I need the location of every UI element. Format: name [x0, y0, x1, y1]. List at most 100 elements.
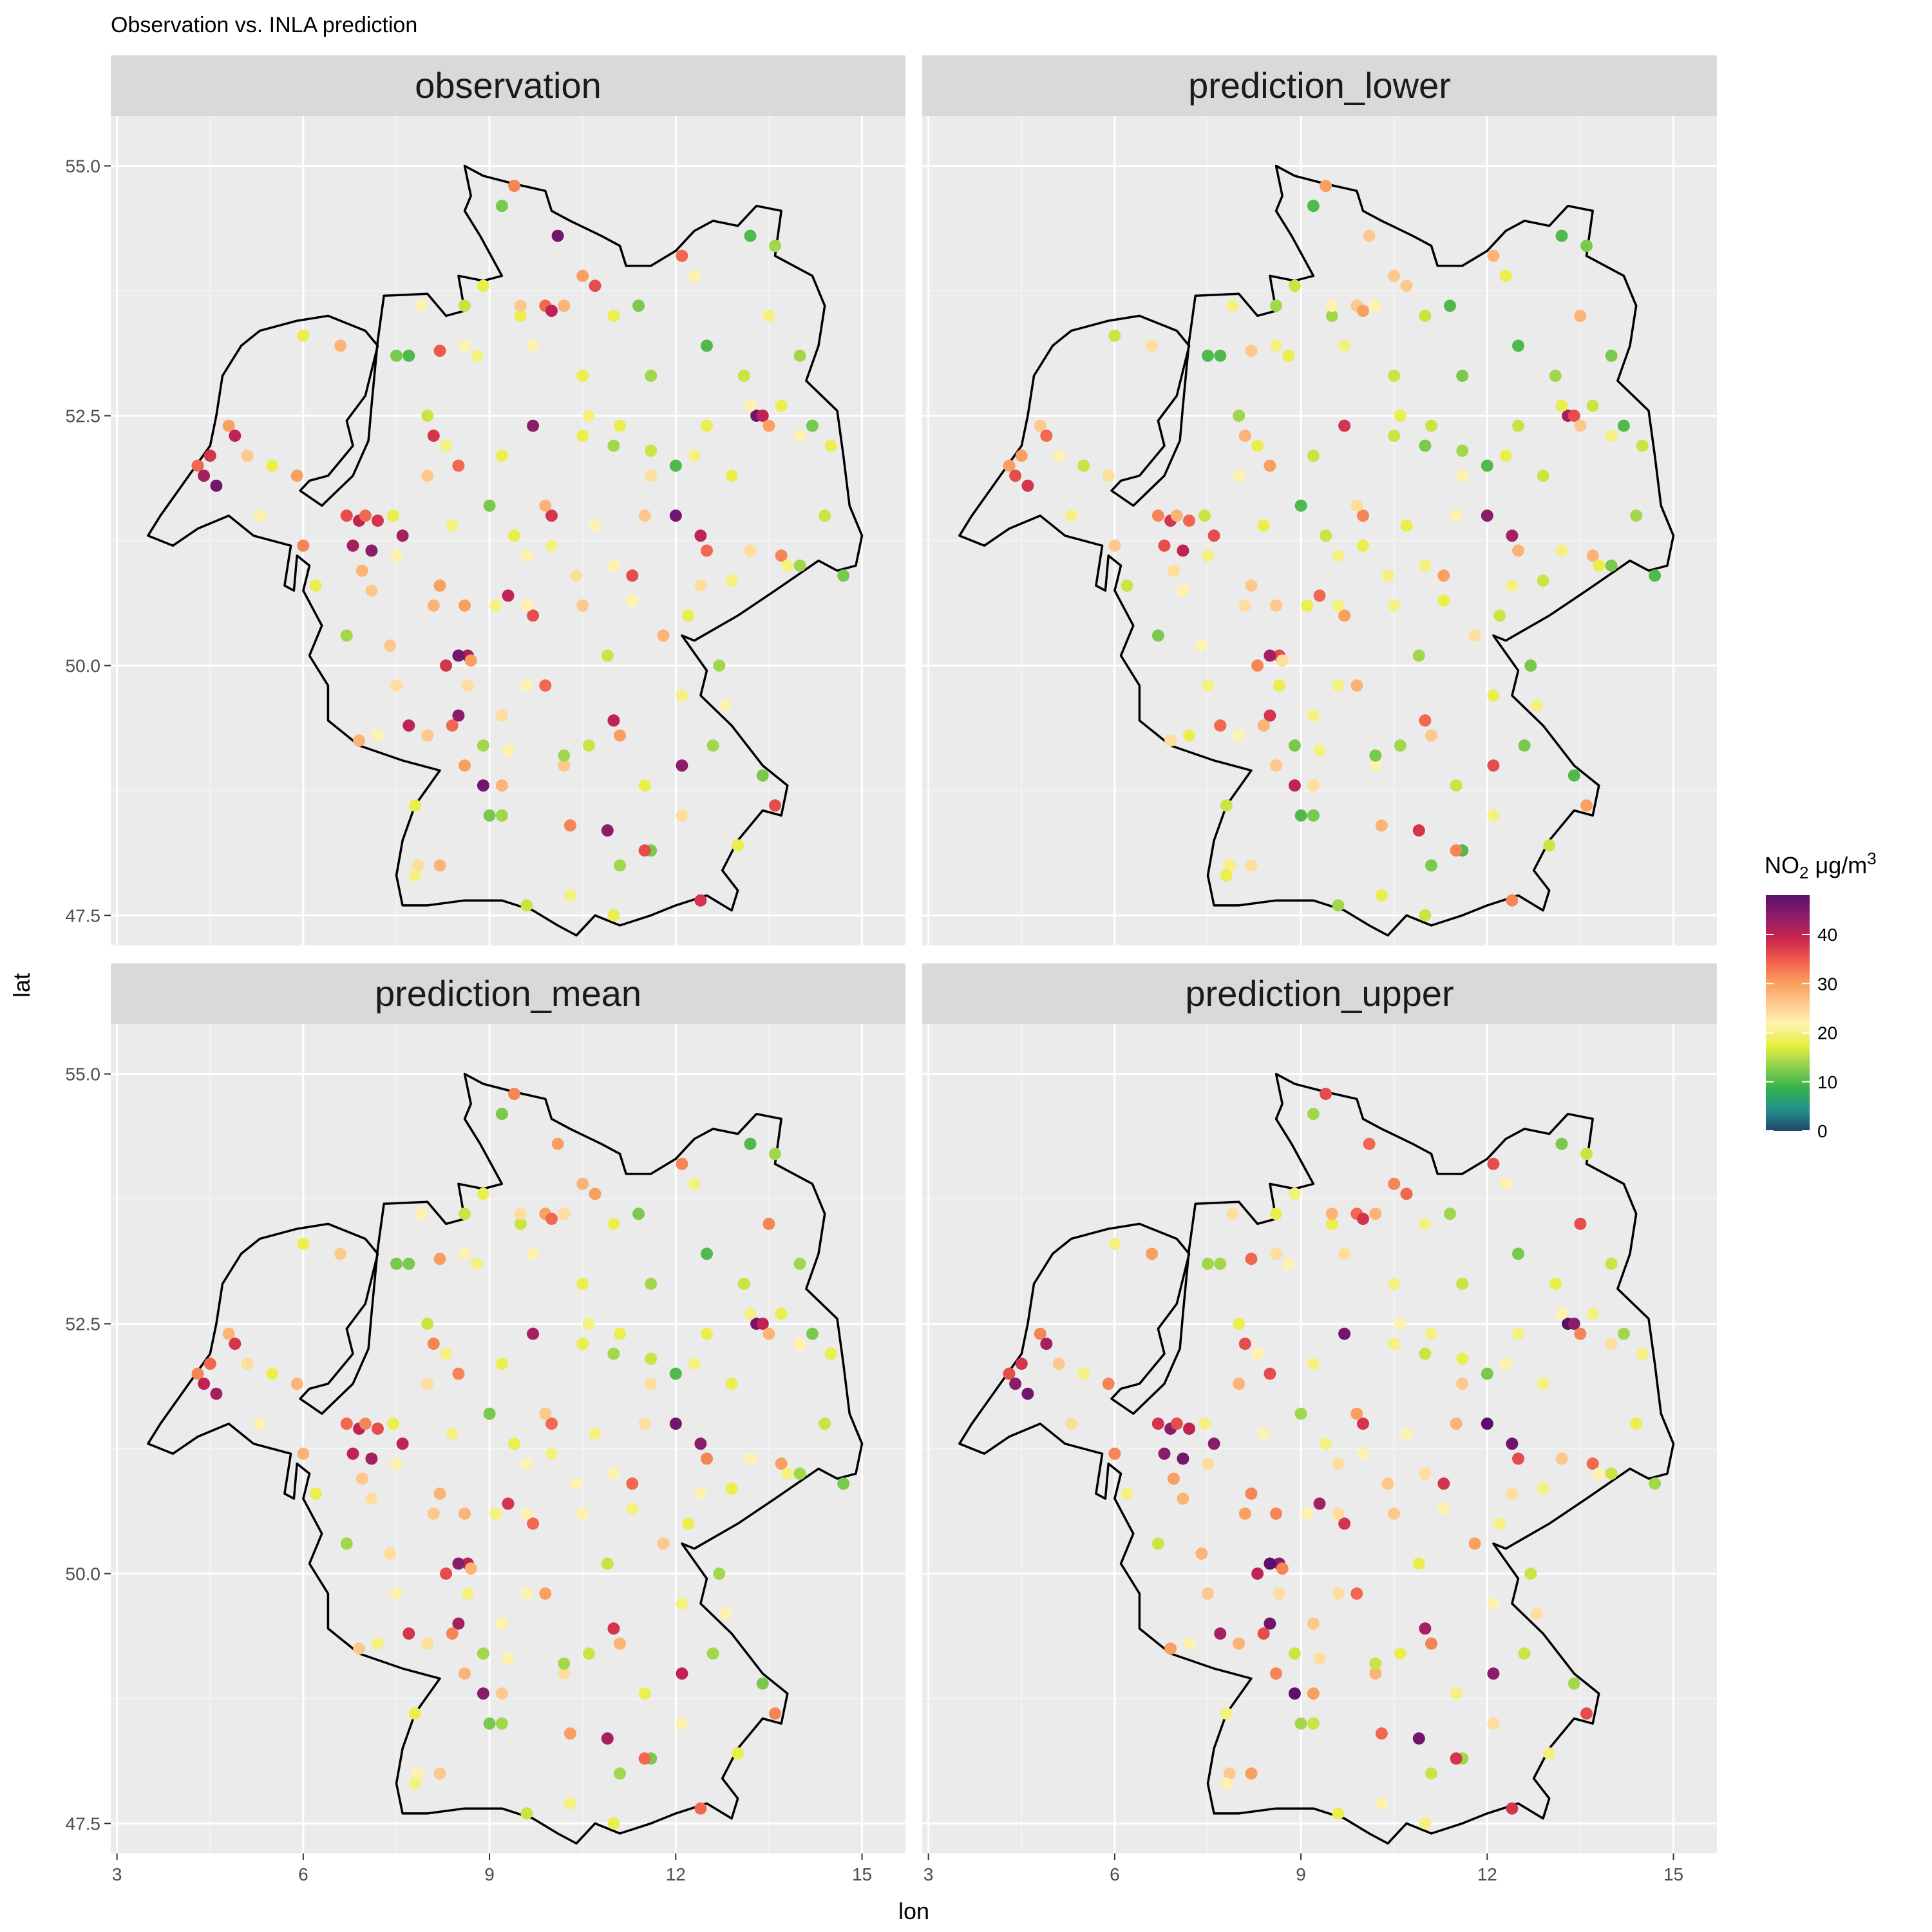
- station-point: [1307, 1358, 1320, 1370]
- station-point: [1264, 459, 1276, 472]
- station-point: [1512, 1247, 1524, 1260]
- station-point: [719, 699, 732, 712]
- station-point: [1264, 709, 1276, 722]
- station-point: [694, 1802, 707, 1815]
- station-point: [1195, 1548, 1208, 1560]
- station-point: [477, 739, 489, 752]
- station-point: [1177, 584, 1189, 597]
- facet-strip-label: prediction_lower: [1188, 65, 1451, 106]
- station-point: [1388, 370, 1401, 382]
- station-point: [1276, 654, 1289, 667]
- station-point: [1487, 1597, 1500, 1610]
- station-point: [1226, 1208, 1239, 1220]
- station-point: [1307, 709, 1320, 722]
- station-point: [769, 1707, 781, 1720]
- facet-strip: [111, 55, 905, 116]
- legend-title-main: NO: [1765, 852, 1799, 878]
- station-point: [1425, 1767, 1437, 1780]
- station-points: [191, 180, 850, 922]
- station-point: [241, 1358, 254, 1370]
- station-point: [1419, 1347, 1432, 1360]
- station-point: [688, 269, 701, 282]
- station-point: [297, 539, 310, 552]
- station-point: [297, 1237, 310, 1250]
- legend-tick-label: 10: [1817, 1072, 1837, 1092]
- station-point: [1425, 859, 1437, 872]
- station-point: [645, 1278, 658, 1290]
- station-point: [1220, 1707, 1233, 1720]
- legend-tick-label: 0: [1817, 1121, 1828, 1141]
- station-point: [1555, 399, 1568, 412]
- station-point: [793, 1467, 806, 1480]
- grid-lines: [922, 116, 1717, 945]
- station-point: [762, 419, 775, 432]
- station-point: [384, 1548, 397, 1560]
- station-point: [1202, 1587, 1214, 1600]
- station-point: [576, 1507, 589, 1520]
- station-point: [390, 1457, 402, 1470]
- station-point: [1307, 779, 1320, 792]
- station-point: [676, 1717, 688, 1730]
- station-point: [402, 1257, 415, 1270]
- chart-title: Observation vs. INLA prediction: [111, 13, 417, 37]
- station-point: [1238, 1338, 1251, 1350]
- station-point: [676, 1157, 688, 1170]
- station-point: [452, 459, 465, 472]
- station-point: [669, 509, 682, 522]
- station-point: [483, 499, 496, 512]
- station-point: [1369, 1657, 1382, 1670]
- station-point: [1350, 679, 1363, 692]
- station-point: [669, 1417, 682, 1430]
- x-tick-label: 12: [1477, 1864, 1497, 1884]
- station-point: [551, 229, 564, 242]
- station-point: [1202, 1257, 1214, 1270]
- station-point: [1257, 719, 1270, 732]
- station-point: [1444, 299, 1456, 312]
- station-point: [1077, 1367, 1090, 1380]
- country-border: [958, 164, 1675, 937]
- station-point: [1499, 450, 1512, 462]
- station-point: [762, 1217, 775, 1230]
- station-point: [1177, 1492, 1189, 1505]
- station-point: [477, 779, 489, 792]
- x-tick-label: 6: [298, 1864, 308, 1884]
- station-point: [1294, 1407, 1307, 1420]
- station-point: [461, 1587, 474, 1600]
- station-point: [626, 594, 639, 607]
- station-point: [1518, 739, 1531, 752]
- station-point: [1593, 559, 1605, 572]
- station-point: [645, 1352, 658, 1365]
- station-point: [514, 1217, 527, 1230]
- station-point: [1226, 299, 1239, 312]
- station-point: [1238, 599, 1251, 612]
- panel-background: [922, 1024, 1717, 1853]
- station-point: [1381, 569, 1394, 582]
- station-point: [1307, 1108, 1320, 1121]
- station-point: [1357, 509, 1369, 522]
- legend-title-subscript: 2: [1799, 863, 1808, 882]
- x-tick-label: 12: [666, 1864, 686, 1884]
- station-point: [1233, 1318, 1245, 1330]
- station-point: [1537, 1378, 1549, 1390]
- station-point: [514, 299, 527, 312]
- station-point: [1270, 1247, 1282, 1260]
- station-point: [1273, 1587, 1285, 1600]
- station-point: [421, 1318, 434, 1330]
- station-point: [1264, 1367, 1276, 1380]
- station-point: [564, 889, 576, 902]
- x-axis-title: lon: [898, 1898, 929, 1924]
- station-point: [1617, 1327, 1630, 1340]
- station-point: [1530, 1607, 1543, 1620]
- x-tick-label: 3: [923, 1864, 934, 1884]
- station-point: [1375, 1797, 1388, 1810]
- station-point: [1198, 1417, 1211, 1430]
- station-point: [1264, 1557, 1276, 1570]
- station-point: [1363, 229, 1376, 242]
- station-point: [1499, 269, 1512, 282]
- station-point: [1481, 459, 1493, 472]
- station-point: [713, 659, 726, 672]
- station-point: [1506, 1437, 1519, 1450]
- station-point: [365, 1492, 378, 1505]
- station-point: [229, 430, 242, 442]
- legend-title-superscript: 3: [1867, 849, 1876, 868]
